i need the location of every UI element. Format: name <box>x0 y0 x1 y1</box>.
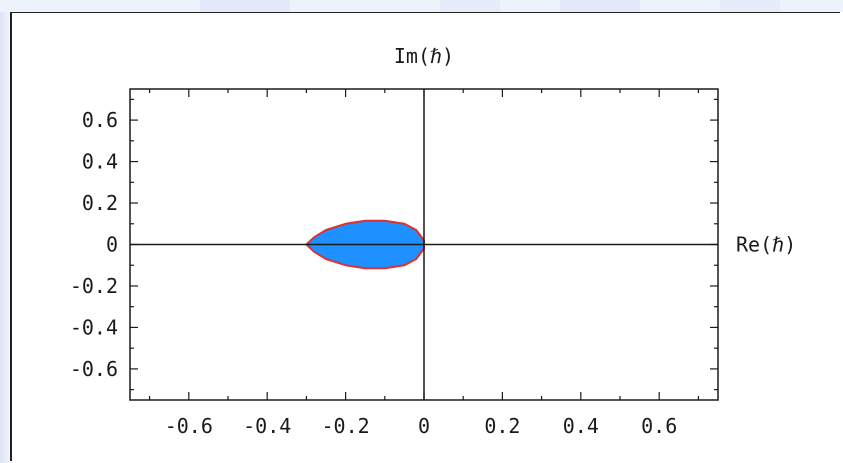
ticks-layer <box>130 89 718 400</box>
y-tick-label: 0.2 <box>82 191 118 215</box>
y-tick-label: 0.4 <box>82 150 118 174</box>
x-tick-label: 0.4 <box>563 414 599 438</box>
band-tile <box>560 0 640 12</box>
y-tick-label: -0.6 <box>70 357 118 381</box>
slide-left-strip <box>0 12 10 463</box>
y-axis-title: Im(ℏ) <box>394 44 454 68</box>
x-tick-label: 0 <box>418 414 430 438</box>
x-axis-title: Re(ℏ) <box>736 233 796 257</box>
y-tick-label: -0.4 <box>70 315 118 339</box>
y-tick-label: 0 <box>106 233 118 257</box>
band-tile <box>720 0 780 12</box>
slide-top-band <box>0 0 843 12</box>
band-tile <box>440 0 500 12</box>
x-tick-label: 0.2 <box>484 414 520 438</box>
x-tick-label: -0.4 <box>243 414 291 438</box>
y-tick-label: -0.2 <box>70 274 118 298</box>
figure-frame: Im(ℏ) Re(ℏ) -0.6 -0.4 -0.2 0 0.2 0.4 0.6 0.6 0.4… <box>10 12 840 461</box>
x-tick-label: -0.2 <box>322 414 370 438</box>
x-tick-label: 0.6 <box>641 414 677 438</box>
tick-labels-layer: -0.6 -0.4 -0.2 0 0.2 0.4 0.6 0.6 0.4 0.2 0 -0.2 -0.4… <box>70 108 677 438</box>
x-tick-label: -0.6 <box>165 414 213 438</box>
y-tick-label: 0.6 <box>82 108 118 132</box>
region-plot: Im(ℏ) Re(ℏ) -0.6 -0.4 -0.2 0 0.2 0.4 0.6 0.6 0.4… <box>70 44 796 438</box>
band-tile <box>200 0 290 12</box>
